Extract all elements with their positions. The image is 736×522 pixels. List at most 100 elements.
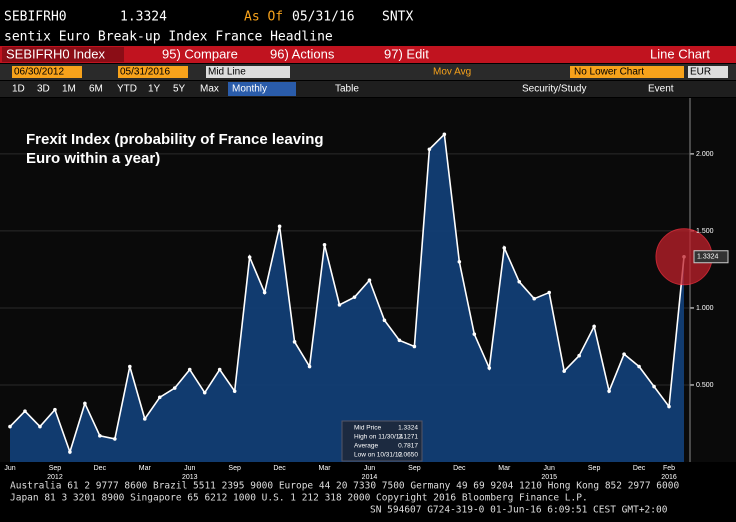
point xyxy=(322,243,327,247)
security-study[interactable]: Security/Study xyxy=(522,84,586,95)
x-tick-label: Dec xyxy=(633,465,646,472)
point xyxy=(592,324,596,329)
point xyxy=(397,338,402,343)
actions[interactable]: 96) Actions xyxy=(270,46,335,61)
point xyxy=(277,224,282,229)
point xyxy=(637,364,641,369)
x-tick-label: Jun xyxy=(544,465,555,472)
chart-title: Euro within a year) xyxy=(26,150,160,167)
point xyxy=(68,450,72,454)
stat-name: Low on 10/31/12 xyxy=(354,452,402,459)
range-button[interactable]: 5Y xyxy=(173,84,186,95)
x-tick-label: Sep xyxy=(49,465,62,472)
stat-value: 2.1271 xyxy=(398,434,418,441)
stat-name: Mid Price xyxy=(354,425,381,432)
mov-avg[interactable]: Mov Avg xyxy=(433,67,471,78)
point xyxy=(53,407,57,412)
stats-box xyxy=(341,420,423,462)
point xyxy=(607,389,611,393)
point xyxy=(247,255,252,259)
x-year-label: 2016 xyxy=(661,474,677,481)
security-name: sentix Euro Break-up Index France Headli… xyxy=(4,30,333,45)
point xyxy=(562,369,566,373)
point xyxy=(577,353,581,358)
ticker: SEBIFRH0 xyxy=(4,10,67,25)
x-year-label: 2012 xyxy=(47,474,63,481)
lower-chart[interactable]: No Lower Chart xyxy=(574,67,644,78)
last-value: 1.3324 xyxy=(697,254,719,261)
point xyxy=(83,401,87,406)
range-button[interactable]: 6M xyxy=(89,84,103,95)
view[interactable]: Line Chart xyxy=(650,46,710,61)
stat-value: 0.0650 xyxy=(398,452,418,459)
range-button[interactable]: 1M xyxy=(62,84,76,95)
line xyxy=(9,132,685,455)
lower-box[interactable] xyxy=(570,66,684,78)
point xyxy=(157,395,162,400)
point xyxy=(232,389,237,393)
range-button[interactable]: Max xyxy=(200,84,219,95)
end-box[interactable] xyxy=(118,66,188,78)
currency-box[interactable] xyxy=(688,66,728,78)
period[interactable]: Monthly xyxy=(232,84,267,95)
start-box[interactable] xyxy=(12,66,82,78)
x-tick-label: Jun xyxy=(184,465,195,472)
point xyxy=(622,352,626,356)
stat-value: 0.7817 xyxy=(398,443,418,450)
as-of-date: 05/31/16 xyxy=(292,10,355,25)
x-year-label: 2015 xyxy=(541,474,557,481)
range-button[interactable]: 1Y xyxy=(148,84,161,95)
point xyxy=(307,364,312,369)
price: 1.3324 xyxy=(120,10,167,25)
point xyxy=(457,259,462,264)
x-tick-label: Mar xyxy=(139,465,152,472)
point xyxy=(517,279,522,284)
start-date[interactable]: 06/30/2012 xyxy=(14,67,64,78)
point xyxy=(352,295,357,299)
period-box[interactable] xyxy=(228,82,296,96)
point xyxy=(487,366,492,370)
y-tick-label: 1.500 xyxy=(696,228,714,235)
x-tick-label: Jun xyxy=(364,465,375,472)
x-tick-label: Mar xyxy=(498,465,511,472)
point xyxy=(532,296,537,301)
y-tick-label: 0.500 xyxy=(696,382,714,389)
currency[interactable]: EUR xyxy=(690,67,711,78)
y-tick-label: 1.000 xyxy=(696,305,714,312)
point xyxy=(427,147,432,152)
range-button[interactable]: YTD xyxy=(117,84,137,95)
point xyxy=(38,424,42,429)
point xyxy=(128,364,132,369)
point xyxy=(23,409,27,413)
point xyxy=(382,318,387,323)
range-button[interactable]: 1D xyxy=(12,84,25,95)
point xyxy=(367,278,372,283)
edit[interactable]: 97) Edit xyxy=(384,46,429,61)
x-tick-label: Sep xyxy=(588,465,601,472)
stat-name: High on 11/30/14 xyxy=(354,434,403,441)
footer-line: Japan 81 3 3201 8900 Singapore 65 6212 1… xyxy=(10,493,588,504)
point xyxy=(113,437,117,441)
range-button[interactable]: 3D xyxy=(37,84,50,95)
x-year-label: 2014 xyxy=(362,474,378,481)
end-date[interactable]: 05/31/2016 xyxy=(120,67,170,78)
table[interactable]: Table xyxy=(335,84,359,95)
point xyxy=(217,367,222,372)
line-box[interactable] xyxy=(206,66,290,78)
compare[interactable]: 95) Compare xyxy=(162,46,238,61)
point xyxy=(472,332,477,336)
x-tick-label: Jun xyxy=(4,465,15,472)
point xyxy=(262,290,267,295)
event[interactable]: Event xyxy=(648,84,674,95)
security-box[interactable] xyxy=(2,47,124,62)
stat-name: Average xyxy=(354,443,378,450)
security[interactable]: SEBIFRH0 Index xyxy=(6,46,105,61)
x-tick-label: Sep xyxy=(228,465,241,472)
footer-line: Australia 61 2 9777 8600 Brazil 5511 239… xyxy=(10,481,679,492)
line-type[interactable]: Mid Line xyxy=(208,67,246,78)
point xyxy=(172,386,177,390)
point xyxy=(143,417,147,421)
point xyxy=(337,303,342,307)
menu-bar xyxy=(0,46,736,63)
